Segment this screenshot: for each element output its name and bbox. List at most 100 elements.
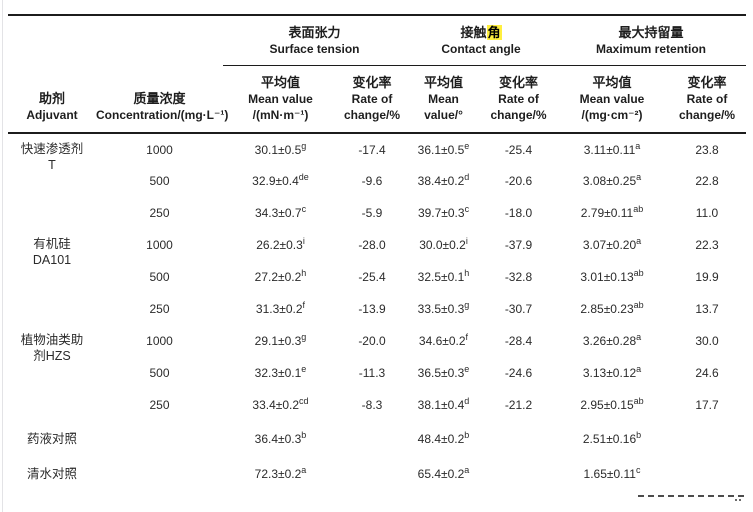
cell-contact-angle-rate: -32.8 bbox=[504, 270, 533, 284]
contact-angle-en: Contact angle bbox=[441, 41, 521, 56]
significance-letter: b bbox=[464, 429, 470, 440]
clipped-text-artifact-dot bbox=[735, 499, 741, 504]
cell-max-retention-mean: 2.85±0.23ab bbox=[580, 300, 644, 317]
significance-letter: i bbox=[302, 236, 305, 246]
cell-surface-tension-mean: 27.2±0.2h bbox=[254, 268, 307, 285]
col-header-ca-mean: 平均值 Mean value/° bbox=[406, 65, 481, 134]
cell-max-retention-mean: 3.07±0.20a bbox=[582, 236, 642, 253]
sub-header-row: 平均值 Mean value /(mN·m⁻¹) 变化率 Rate of cha… bbox=[8, 65, 747, 134]
cell-surface-tension-mean: 26.2±0.3i bbox=[256, 236, 305, 253]
significance-letter: ab bbox=[633, 204, 644, 214]
st-rate-en1: Rate of bbox=[351, 92, 393, 107]
cell-max-retention-mean: 2.51±0.16b bbox=[582, 429, 642, 446]
col-header-ca-rate: 变化率 Rate of change/% bbox=[481, 65, 556, 134]
significance-letter: b bbox=[301, 429, 307, 440]
surface-tension-zh: 表面张力 bbox=[288, 24, 341, 40]
table-row: 快速渗透剂 T 1000 30.1±0.5g -17.4 36.1±0.5e -25.4 3.… bbox=[8, 133, 746, 172]
table-row: 药液对照 36.4±0.3b 48.4±0.2b 2.51±0.16b bbox=[8, 421, 746, 456]
cell-concentration: 250 bbox=[149, 206, 170, 220]
adjuvant-line: 快速渗透剂 bbox=[20, 142, 84, 156]
table-row: 植物油类助 剂HZS 1000 29.1±0.3g -20.0 34.6±0.2f -28.… bbox=[8, 325, 746, 364]
cell-max-retention-mean: 3.01±0.13ab bbox=[580, 268, 644, 285]
significance-letter: d bbox=[464, 172, 470, 182]
significance-letter: h bbox=[301, 268, 307, 278]
col-header-st-rate: 变化率 Rate of change/% bbox=[338, 65, 406, 134]
group-header-contact-angle: 接触角 Contact angle bbox=[406, 15, 556, 66]
col-header-st-mean: 平均值 Mean value /(mN·m⁻¹) bbox=[223, 65, 338, 134]
cell-contact-angle-mean: 39.7±0.3c bbox=[417, 204, 470, 221]
significance-letter: f bbox=[465, 332, 469, 342]
cell-max-retention-mean: 2.95±0.15ab bbox=[580, 396, 644, 413]
cell-contact-angle-mean: 38.4±0.2d bbox=[417, 172, 470, 189]
adjuvant-label-zh: 助剂 bbox=[38, 91, 65, 106]
cell-surface-tension-rate: -5.9 bbox=[361, 206, 383, 220]
maximum-retention-zh: 最大持留量 bbox=[618, 24, 684, 40]
cell-surface-tension-rate: -11.3 bbox=[358, 366, 386, 380]
table-row: 250 33.4±0.2cd -8.3 38.1±0.4d -21.2 2.95±0.15… bbox=[8, 389, 746, 421]
cell-surface-tension-rate: -20.0 bbox=[358, 334, 386, 348]
ca-rate-zh: 变化率 bbox=[498, 75, 538, 91]
cell-contact-angle-mean: 32.5±0.1h bbox=[417, 268, 470, 285]
col-header-adjuvant: 助剂 Adjuvant bbox=[8, 15, 96, 134]
cell-contact-angle-rate: -30.7 bbox=[504, 302, 533, 316]
significance-letter: e bbox=[301, 364, 307, 374]
significance-letter: ab bbox=[633, 396, 644, 406]
significance-letter: c bbox=[464, 204, 470, 214]
group-header-maximum-retention: 最大持留量 Maximum retention bbox=[556, 15, 747, 66]
significance-letter: a bbox=[464, 464, 470, 475]
table-row: 500 27.2±0.2h -25.4 32.5±0.1h -32.8 3.01±0.13… bbox=[8, 261, 746, 293]
cell-surface-tension-rate: -25.4 bbox=[358, 270, 386, 284]
adjuvant-line: DA101 bbox=[32, 253, 72, 267]
cell-contact-angle-mean: 38.1±0.4d bbox=[417, 396, 470, 413]
cell-contact-angle-rate: -28.4 bbox=[504, 334, 533, 348]
table-row: 250 31.3±0.2f -13.9 33.5±0.3g -30.7 2.85±0.23… bbox=[8, 293, 746, 325]
cell-max-retention-rate bbox=[668, 456, 746, 491]
contact-angle-zh-prefix: 接触 bbox=[460, 24, 487, 40]
significance-letter: b bbox=[636, 429, 642, 440]
significance-letter: e bbox=[464, 364, 470, 374]
col-header-mr-mean: 平均值 Mean value /(mg·cm⁻²) bbox=[556, 65, 668, 134]
results-table: 助剂 Adjuvant 质量浓度 Concentration/(mg·L⁻¹) … bbox=[8, 14, 747, 491]
cell-surface-tension-rate: -9.6 bbox=[361, 174, 383, 188]
cell-surface-tension-rate: -28.0 bbox=[358, 238, 386, 252]
cell-concentration: 500 bbox=[149, 366, 170, 380]
significance-letter: a bbox=[635, 140, 641, 151]
search-highlight: 角 bbox=[486, 24, 502, 40]
st-rate-en2: change/% bbox=[343, 108, 400, 123]
cell-max-retention-rate bbox=[668, 421, 746, 456]
st-mean-zh: 平均值 bbox=[260, 75, 300, 91]
cell-surface-tension-rate: -13.9 bbox=[358, 302, 386, 316]
significance-letter: d bbox=[464, 396, 470, 406]
cell-surface-tension-mean: 32.3±0.1e bbox=[254, 364, 307, 381]
cell-contact-angle-rate: -18.0 bbox=[504, 206, 533, 220]
table-row: 清水对照 72.3±0.2a 65.4±0.2a 1.65±0.11c bbox=[8, 456, 746, 491]
cell-contact-angle-rate: -25.4 bbox=[504, 142, 533, 157]
significance-letter: f bbox=[302, 300, 306, 310]
page-edge-line bbox=[2, 0, 3, 512]
significance-letter: ab bbox=[633, 300, 644, 310]
cell-concentration bbox=[96, 421, 223, 456]
adjuvant-label-en: Adjuvant bbox=[26, 108, 78, 122]
cell-concentration: 250 bbox=[149, 398, 170, 412]
cell-contact-angle-mean: 36.1±0.5e bbox=[417, 140, 470, 157]
cell-adjuvant: 快速渗透剂 T bbox=[8, 133, 96, 229]
adjuvant-line: 剂HZS bbox=[33, 349, 71, 363]
significance-letter: a bbox=[636, 364, 642, 374]
cell-max-retention-rate: 11.0 bbox=[695, 206, 719, 220]
mr-mean-en1: Mean value bbox=[579, 92, 645, 107]
cell-max-retention-rate: 23.8 bbox=[695, 142, 719, 157]
contact-angle-zh: 接触角 bbox=[406, 24, 556, 41]
significance-letter: a bbox=[301, 464, 307, 475]
cell-contact-angle-rate bbox=[481, 421, 556, 456]
cell-surface-tension-mean: 33.4±0.2cd bbox=[252, 396, 309, 413]
cell-concentration: 1000 bbox=[146, 142, 173, 157]
cell-surface-tension-rate bbox=[338, 456, 406, 491]
mr-rate-zh: 变化率 bbox=[687, 75, 727, 91]
surface-tension-en: Surface tension bbox=[269, 41, 360, 56]
cell-surface-tension-mean: 34.3±0.7c bbox=[254, 204, 307, 221]
cell-contact-angle-rate: -37.9 bbox=[504, 238, 533, 252]
cell-contact-angle-mean: 33.5±0.3g bbox=[417, 300, 470, 317]
ca-rate-en1: Rate of bbox=[498, 92, 539, 107]
adjuvant-line: 药液对照 bbox=[26, 431, 77, 446]
